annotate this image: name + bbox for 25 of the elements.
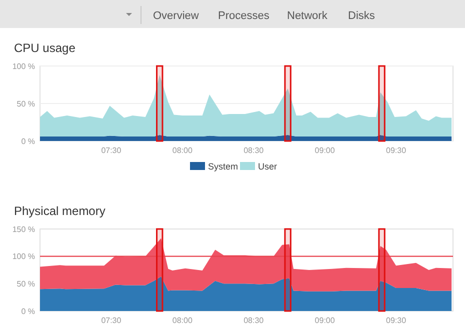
x-tick-label: 09:00 [314, 146, 336, 155]
x-tick-label: 09:00 [314, 316, 336, 325]
y-tick-label: 150 % [12, 224, 35, 234]
y-tick-label: 100 % [12, 62, 35, 71]
text: Network [287, 10, 328, 22]
y-tick-label: 0 % [21, 136, 35, 146]
y-tick-label: 50 % [16, 99, 35, 108]
x-tick-label: 08:00 [172, 316, 193, 325]
legend-label: User [258, 162, 278, 172]
chart-title: CPU usage [14, 41, 76, 55]
x-tick-label: 09:30 [386, 146, 407, 155]
x-tick-label: 07:30 [101, 146, 122, 155]
text: Overview [153, 10, 199, 22]
y-tick-label: 100 % [12, 252, 35, 262]
legend-label: System [208, 162, 238, 172]
y-tick-label: 0 % [21, 306, 35, 316]
x-tick-label: 09:30 [386, 316, 407, 325]
x-tick-label: 08:00 [172, 146, 193, 155]
x-tick-label: 08:30 [244, 316, 264, 325]
chart-title: Physical memory [14, 204, 106, 218]
x-tick-label: 07:30 [101, 316, 122, 325]
x-tick-label: 08:30 [244, 146, 264, 155]
text: Processes [218, 10, 270, 22]
text: Disks [348, 10, 376, 22]
y-tick-label: 50 % [16, 279, 35, 288]
